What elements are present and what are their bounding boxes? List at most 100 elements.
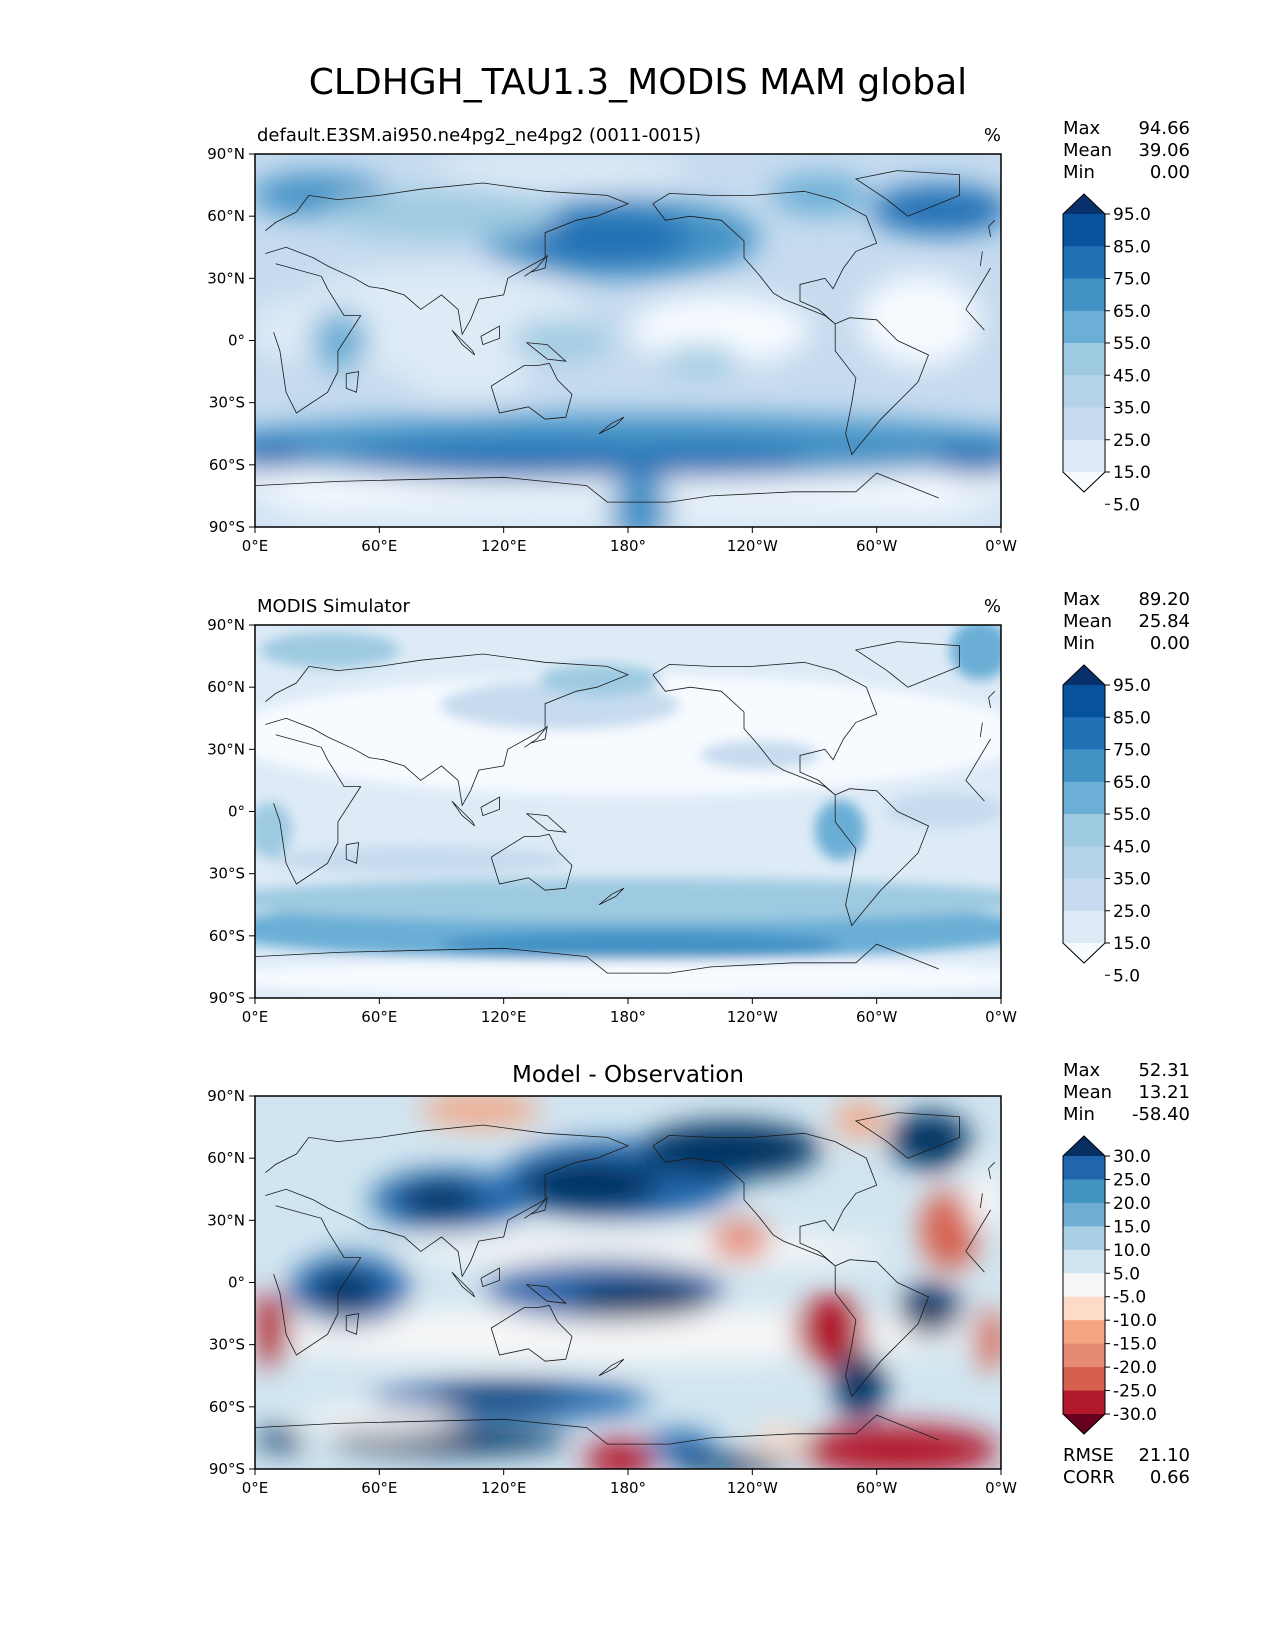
x-tick-label: 0°W — [985, 1479, 1017, 1497]
colorbar-extend-top — [1063, 194, 1105, 214]
colorbar-extend-bottom — [1063, 943, 1105, 963]
coastline-6 — [255, 1414, 939, 1445]
colorbar-tick-label: 5.0 — [1113, 495, 1140, 515]
panel-units: % — [984, 125, 1001, 146]
y-tick-label: 30°N — [207, 269, 245, 287]
colorbar-tick-label: 25.0 — [1113, 1170, 1151, 1190]
x-tick-label: 60°E — [361, 537, 397, 555]
coastline-9 — [451, 800, 476, 827]
colorbar-segment — [1063, 717, 1105, 750]
panel-left-title: MODIS Simulator — [257, 596, 410, 617]
colorbar-tick-label: 75.0 — [1113, 741, 1151, 761]
colorbar: 30.0 25.0 20.0 15.0 10.0 5.0 -5.0 -10.0 -15.0 -20… — [1062, 1135, 1157, 1435]
coastline-3 — [652, 1132, 878, 1267]
colorbar-segment — [1063, 1156, 1105, 1180]
coastline-10 — [480, 796, 500, 817]
stat-value: 89.20 — [1138, 589, 1190, 610]
stat-value: 39.06 — [1138, 140, 1190, 161]
colorbar-segment — [1063, 1390, 1105, 1415]
panel-diff: Model - Observation — [207, 1060, 1190, 1497]
colorbar-tick-label: 20.0 — [1113, 1194, 1151, 1214]
coastline-13 — [598, 1358, 625, 1377]
map-axes: 0°E 60°E 120°E 180° 120°W 60°W 0°W 90°N 60°N 30°N… — [207, 1087, 1017, 1497]
y-tick-label: 60°S — [209, 456, 245, 474]
colorbar-tick-label: 95.0 — [1113, 676, 1151, 696]
colorbar-segment — [1063, 1343, 1105, 1368]
panel-units: % — [984, 596, 1001, 617]
coastlines — [255, 641, 996, 974]
colorbar-segment — [1063, 407, 1105, 441]
x-tick-label: 120°E — [481, 537, 527, 555]
colorbar-tick-label: 25.0 — [1113, 902, 1151, 922]
colorbar-tick-label: 35.0 — [1113, 870, 1151, 890]
colorbar: 95.0 85.0 75.0 65.0 55.0 45.0 35.0 25.0 15.0 5.0 — [1062, 193, 1151, 515]
colorbar-segment — [1063, 1179, 1105, 1204]
y-tick-label: 30°S — [209, 1336, 245, 1354]
x-tick-label: 60°E — [361, 1479, 397, 1497]
x-tick-label: 120°W — [727, 1479, 778, 1497]
y-tick-label: 0° — [228, 803, 245, 821]
coastline-4 — [834, 317, 930, 456]
colorbar-tick-label: 65.0 — [1113, 302, 1151, 322]
y-tick-label: 90°S — [209, 1460, 245, 1478]
stat-value: 25.84 — [1138, 611, 1190, 632]
colorbar-extend-bottom — [1063, 472, 1105, 492]
coastline-9 — [451, 329, 476, 356]
x-tick-label: 120°E — [481, 1008, 527, 1026]
stat-label: Mean — [1063, 1082, 1112, 1103]
coastline-1 — [265, 182, 983, 336]
colorbar-segment — [1063, 781, 1105, 815]
stat-value: 0.66 — [1150, 1467, 1190, 1488]
coastline-9 — [451, 1271, 476, 1298]
stat-label: Min — [1063, 162, 1095, 183]
colorbar-segment — [1063, 1273, 1105, 1298]
x-tick-label: 120°W — [727, 537, 778, 555]
stat-label: Max — [1063, 1060, 1101, 1081]
colorbar-tick-label: 85.0 — [1113, 237, 1151, 257]
colorbar-tick-label: -30.0 — [1113, 1405, 1157, 1425]
stat-label: Max — [1063, 589, 1101, 610]
stat-label: CORR — [1063, 1467, 1115, 1488]
colorbar-segment — [1063, 910, 1105, 944]
stat-label: Max — [1063, 118, 1101, 139]
y-tick-label: 60°S — [209, 927, 245, 945]
x-tick-label: 0°E — [242, 537, 269, 555]
y-tick-label: 60°N — [207, 678, 245, 696]
y-tick-label: 60°S — [209, 1398, 245, 1416]
y-tick-label: 90°S — [209, 989, 245, 1007]
coastline-2 — [490, 1304, 573, 1362]
colorbar-segment — [1063, 214, 1105, 247]
coastline-11 — [526, 342, 568, 362]
coastline-2 — [490, 362, 573, 420]
colorbar-tick-label: 65.0 — [1113, 773, 1151, 793]
colorbar-segment — [1063, 439, 1105, 473]
colorbar-tick-label: 95.0 — [1113, 205, 1151, 225]
stat-label: Min — [1063, 1104, 1095, 1125]
coastline-10 — [480, 325, 500, 346]
colorbar-tick-label: 55.0 — [1113, 334, 1151, 354]
x-tick-label: 180° — [610, 1008, 646, 1026]
colorbar-tick-label: -25.0 — [1113, 1382, 1157, 1402]
colorbar-segment — [1063, 375, 1105, 408]
coastline-5 — [854, 170, 960, 217]
coastline-8 — [524, 725, 548, 748]
colorbar-segment — [1063, 814, 1105, 847]
stat-label: RMSE — [1063, 1445, 1114, 1466]
x-tick-label: 180° — [610, 537, 646, 555]
colorbar-segment — [1063, 1202, 1105, 1227]
coastline-1 — [265, 653, 983, 807]
y-tick-label: 0° — [228, 332, 245, 350]
figure-title: CLDHGH_TAU1.3_MODIS MAM global — [309, 62, 967, 103]
coastlines — [255, 1112, 996, 1445]
colorbar-tick-label: -15.0 — [1113, 1335, 1157, 1355]
y-tick-label: 60°N — [207, 1149, 245, 1167]
colorbar-tick-label: 10.0 — [1113, 1241, 1151, 1261]
map-field — [255, 1096, 1001, 1469]
coastline-3 — [652, 661, 878, 796]
coastline-3 — [652, 190, 878, 325]
x-tick-label: 0°W — [985, 537, 1017, 555]
map-axes: 0°E 60°E 120°E 180° 120°W 60°W 0°W 90°N 60°N 30°N… — [207, 616, 1017, 1026]
colorbar-segment — [1063, 1226, 1105, 1251]
stats-block: Max 89.20 Mean 25.84 Min 0.00 — [1063, 589, 1190, 654]
colorbar-tick-label: 30.0 — [1113, 1147, 1151, 1167]
